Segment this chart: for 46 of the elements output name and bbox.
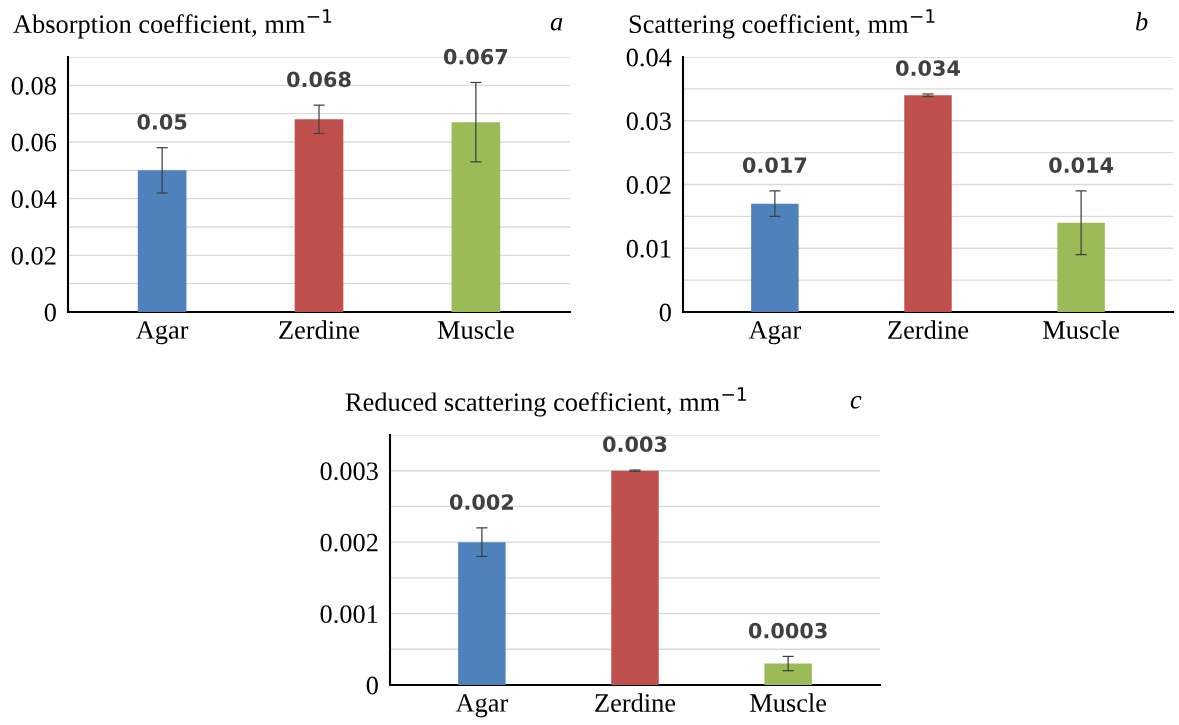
bar [1057,222,1105,312]
x-tick-label: Agar [748,321,802,345]
data-label: 0.014 [1049,157,1114,173]
data-label: 0.05 [137,113,187,130]
y-tick-label: 0.06 [11,133,57,152]
x-tick-label: Zerdine [279,320,360,339]
bar [904,95,952,312]
y-tick-label: 0.08 [11,76,56,95]
y-tick-label: 0.02 [11,246,56,265]
text: b [1135,12,1148,31]
x-tick-label: Muscle [437,320,514,339]
bar [294,119,344,312]
y-tick-label: 0.03 [626,112,671,131]
bar [611,470,659,685]
y-tick-label: 0.04 [626,48,672,67]
y-tick-label: 0.02 [626,176,671,195]
chart-title: Reduced scattering coefficient, mm$^{−1}$ [345,387,746,417]
data-label: 0.017 [742,157,807,173]
y-tick-label: 0 [366,676,378,695]
data-label: 0.0003 [748,622,827,639]
data-label: 0.034 [896,60,960,77]
y-tick-label: 0 [44,303,56,322]
data-label: 0.068 [287,71,351,88]
bar [751,203,799,312]
text: c [850,395,862,409]
x-tick-label: Muscle [1043,320,1120,339]
x-tick-label: Zerdine [595,693,676,712]
data-label: 0.067 [443,48,508,65]
bar [451,122,501,312]
chart-title: Scattering coefficient, mm$^{−1}$ [629,9,935,39]
y-tick-label: 0 [659,303,671,322]
x-tick-label: Zerdine [888,320,969,339]
bar [137,170,187,312]
y-tick-label: 0.001 [320,605,378,624]
x-tick-label: Agar [136,321,189,345]
x-tick-label: Agar [455,694,509,718]
text: a [550,17,563,31]
y-tick-label: 0.04 [11,190,57,209]
bar [764,663,812,685]
y-tick-label: 0.002 [320,533,378,552]
bar [458,542,506,685]
y-tick-label: 0.01 [626,239,671,258]
y-tick-label: 0.003 [320,462,378,481]
x-tick-label: Muscle [750,693,827,712]
data-label: 0.002 [449,494,514,510]
chart-title: Absorption coefficient, mm$^{−1}$ [13,9,332,39]
